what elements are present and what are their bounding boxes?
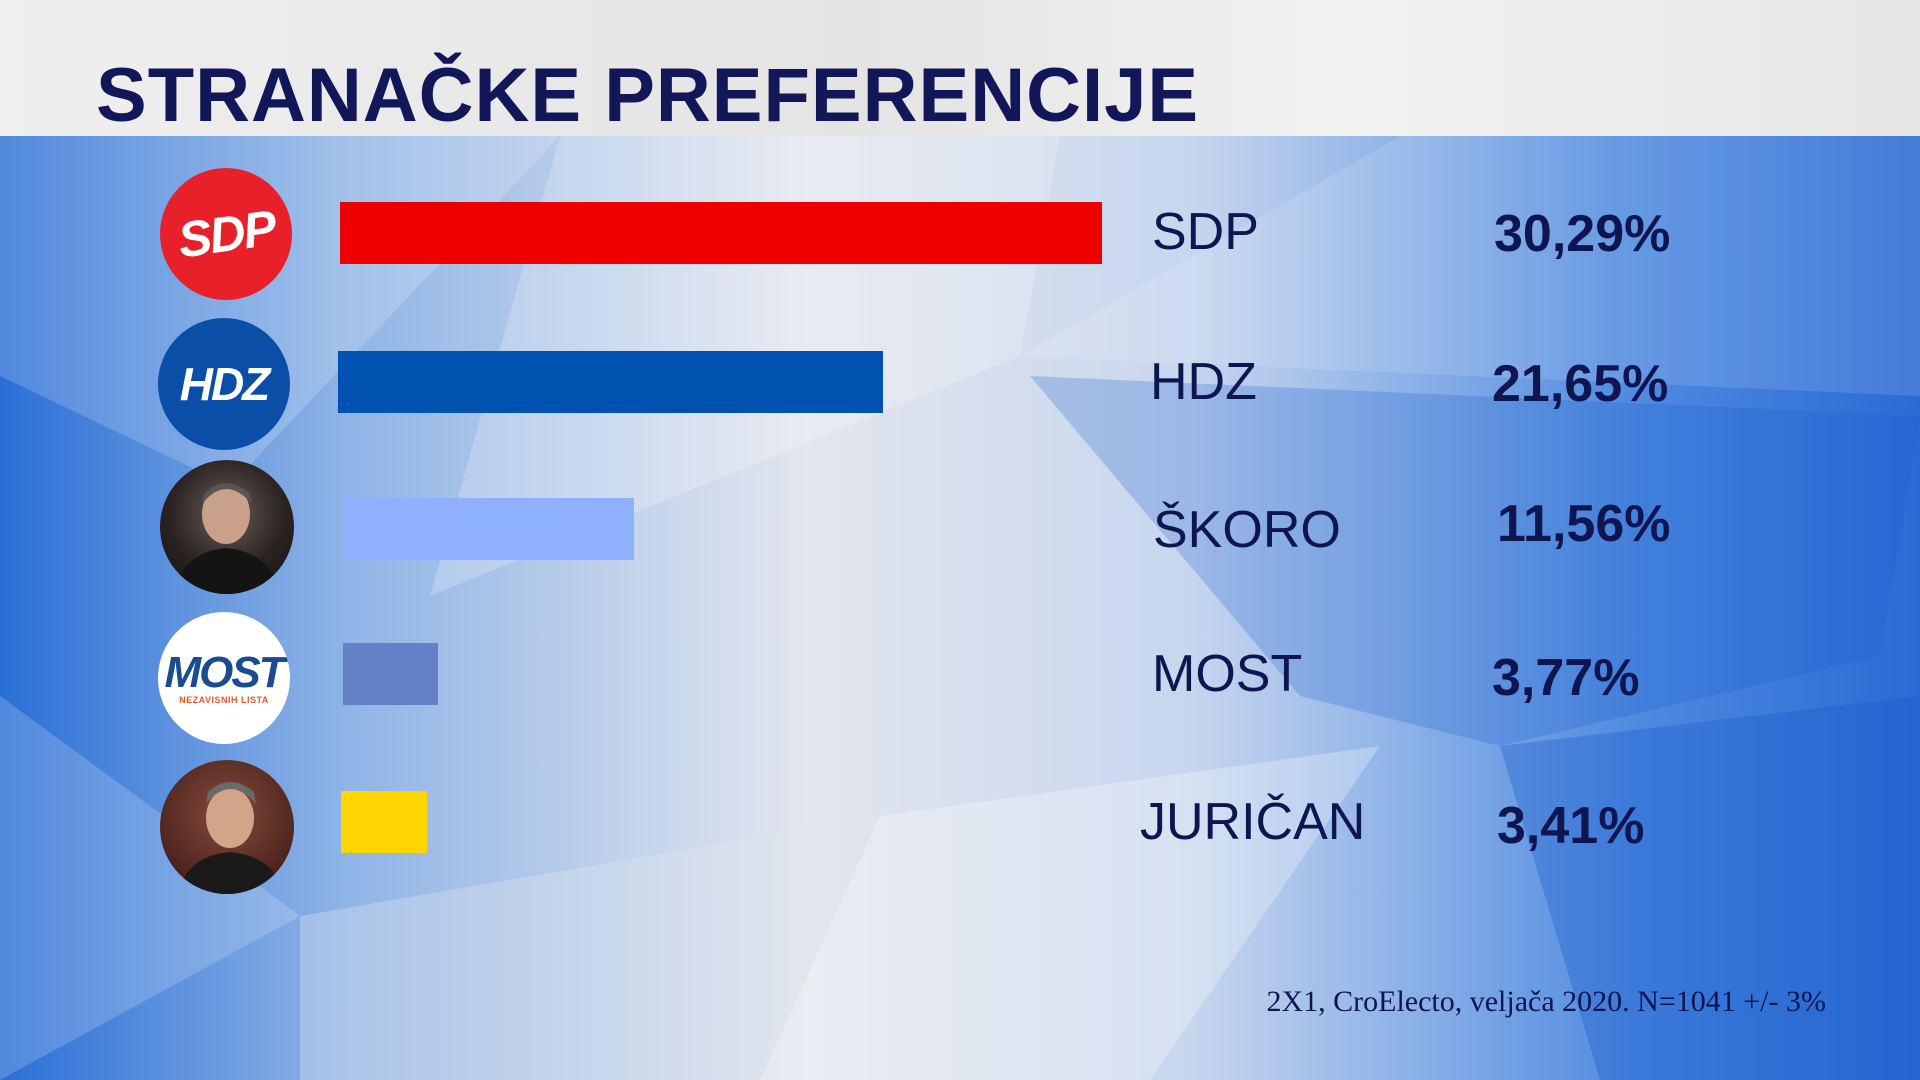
label-sdp: SDP bbox=[1152, 203, 1259, 261]
skoro-photo bbox=[160, 460, 294, 594]
title-band bbox=[0, 0, 1920, 136]
bar-jurican bbox=[341, 791, 427, 853]
most-logo-text: MOST bbox=[164, 648, 285, 697]
source-note: 2X1, CroElecto, veljača 2020. N=1041 +/-… bbox=[1266, 985, 1826, 1018]
most-logo-subtext: NEZAVISNIH LISTA bbox=[179, 695, 269, 705]
jurican-photo bbox=[160, 760, 294, 894]
person-silhouette-icon bbox=[178, 782, 284, 894]
row-skoro: ŠKORO 11,56% bbox=[0, 458, 1920, 598]
bar-sdp bbox=[340, 202, 1102, 264]
row-jurican: JURIČAN 3,41% bbox=[0, 756, 1920, 896]
value-sdp: 30,29% bbox=[1494, 205, 1671, 263]
sdp-logo: SDP bbox=[160, 168, 292, 300]
value-skoro: 11,56% bbox=[1497, 495, 1671, 553]
label-jurican: JURIČAN bbox=[1140, 793, 1366, 851]
hdz-logo: HDZ bbox=[158, 318, 290, 450]
person-silhouette-icon bbox=[174, 483, 282, 594]
chart-title: STRANAČKE PREFERENCIJE bbox=[96, 53, 1200, 138]
value-hdz: 21,65% bbox=[1492, 355, 1669, 413]
value-most: 3,77% bbox=[1492, 649, 1640, 707]
bar-most bbox=[343, 643, 438, 705]
bar-hdz bbox=[338, 351, 883, 413]
label-skoro: ŠKORO bbox=[1153, 501, 1341, 559]
bar-skoro bbox=[343, 498, 634, 560]
most-logo: MOST NEZAVISNIH LISTA bbox=[158, 612, 290, 744]
row-most: MOST NEZAVISNIH LISTA MOST 3,77% bbox=[0, 608, 1920, 748]
value-jurican: 3,41% bbox=[1497, 797, 1645, 855]
label-hdz: HDZ bbox=[1150, 353, 1257, 411]
row-sdp: SDP SDP 30,29% bbox=[0, 162, 1920, 302]
row-hdz: HDZ HDZ 21,65% bbox=[0, 312, 1920, 452]
label-most: MOST bbox=[1152, 645, 1303, 703]
hdz-logo-text: HDZ bbox=[179, 358, 271, 410]
sdp-logo-text: SDP bbox=[174, 199, 278, 269]
